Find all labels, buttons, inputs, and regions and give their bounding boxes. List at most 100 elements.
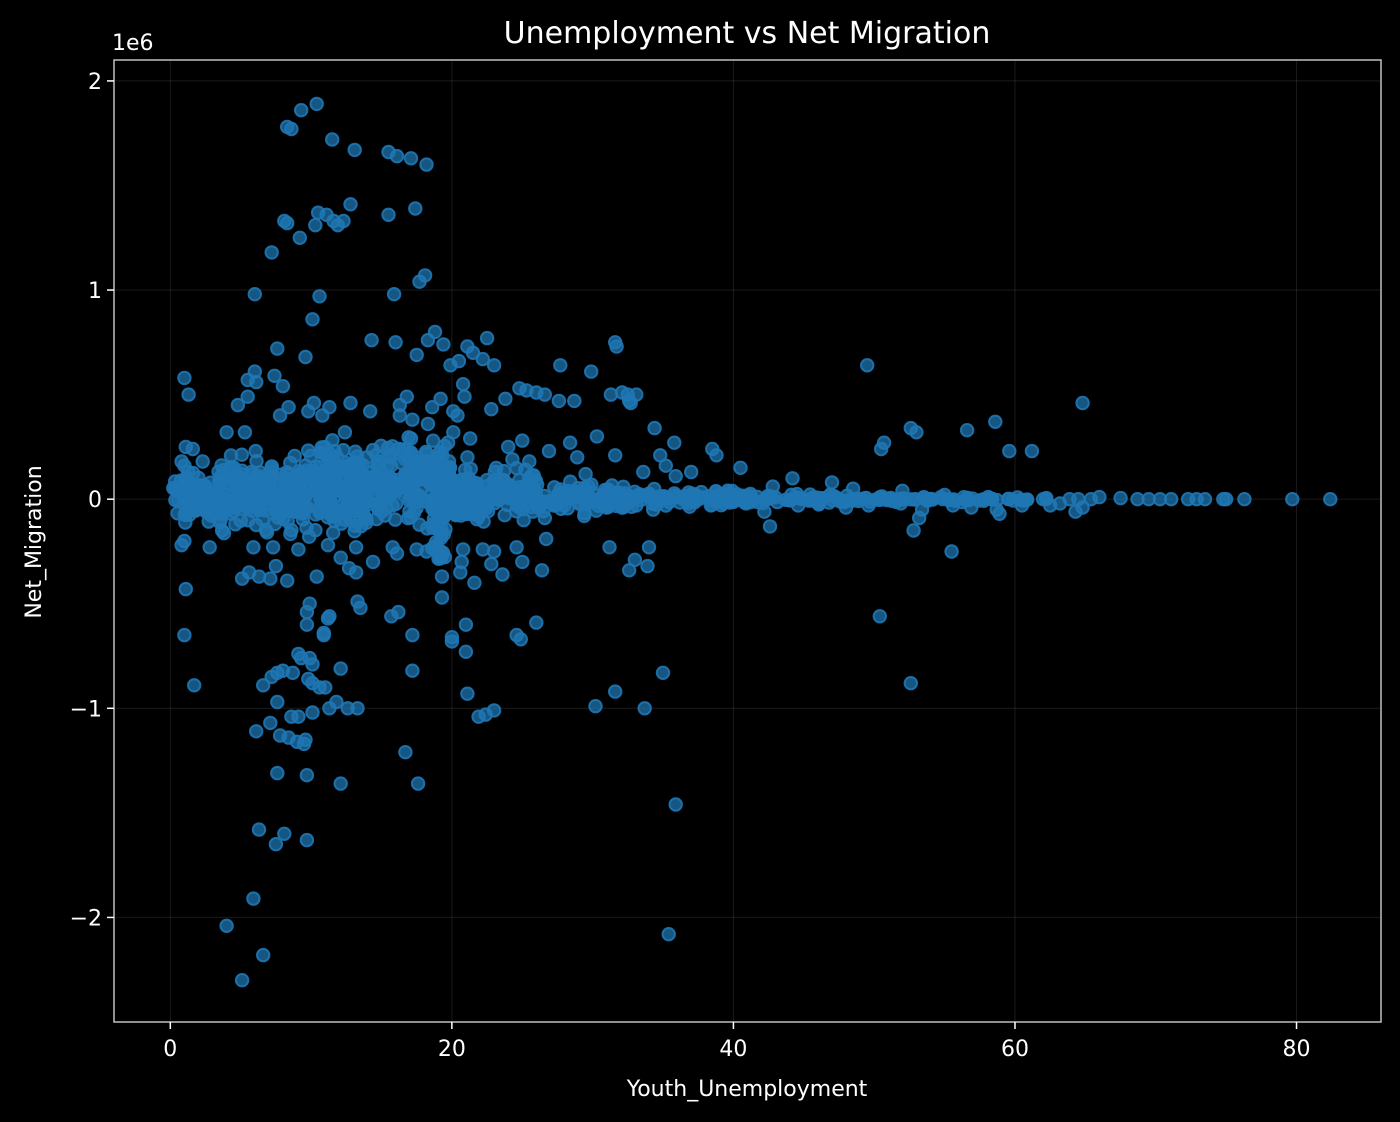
- data-point: [265, 540, 281, 555]
- x-tick-label: 80: [1283, 1037, 1311, 1062]
- data-point: [553, 482, 568, 497]
- data-point: [425, 501, 440, 516]
- data-point: [661, 927, 676, 942]
- data-point: [415, 457, 430, 472]
- data-point: [623, 395, 638, 411]
- data-point: [484, 556, 499, 572]
- data-point: [345, 458, 361, 474]
- data-point: [350, 701, 365, 716]
- data-point: [681, 496, 696, 511]
- data-point: [270, 694, 285, 710]
- data-point: [604, 478, 620, 493]
- data-point: [981, 489, 996, 505]
- data-point: [453, 565, 468, 580]
- data-point: [425, 400, 440, 415]
- x-tick-label: 20: [438, 1037, 466, 1062]
- data-point: [195, 454, 210, 469]
- data-point: [185, 441, 201, 457]
- data-point: [608, 448, 623, 463]
- data-point: [627, 552, 643, 567]
- data-point: [326, 525, 341, 540]
- axes-frame: [113, 59, 1382, 1023]
- data-point: [261, 489, 276, 504]
- data-point: [988, 414, 1003, 429]
- data-point: [450, 408, 465, 423]
- data-point: [280, 573, 295, 588]
- data-point: [486, 544, 502, 559]
- data-point: [174, 538, 189, 553]
- data-point: [733, 460, 748, 475]
- data-point: [256, 678, 271, 693]
- y-axis-label: Net_Migration: [22, 465, 47, 618]
- data-point: [409, 347, 424, 363]
- y-tick-label: 1: [88, 279, 102, 304]
- data-point: [177, 627, 192, 643]
- data-point: [434, 569, 450, 584]
- data-point: [339, 505, 354, 520]
- data-point: [315, 408, 330, 423]
- data-point: [472, 490, 487, 505]
- data-point: [703, 498, 719, 513]
- data-point: [460, 686, 475, 701]
- data-point: [467, 575, 482, 590]
- data-point: [270, 765, 285, 781]
- data-point: [240, 389, 255, 404]
- data-point: [944, 544, 959, 559]
- data-point: [465, 345, 481, 360]
- data-point: [318, 446, 334, 462]
- data-point: [316, 627, 331, 643]
- data-point: [647, 481, 662, 497]
- data-point: [874, 441, 889, 457]
- data-point: [460, 450, 475, 465]
- data-point: [202, 540, 217, 555]
- data-point: [292, 230, 307, 246]
- data-point: [336, 443, 351, 458]
- data-point: [861, 498, 876, 513]
- data-point: [365, 554, 381, 570]
- data-point: [409, 501, 424, 516]
- data-point: [216, 526, 232, 541]
- data-point: [305, 657, 320, 672]
- data-point: [457, 389, 472, 404]
- data-point: [860, 358, 875, 373]
- data-point: [419, 544, 434, 559]
- data-point: [513, 632, 528, 647]
- data-point: [256, 947, 271, 963]
- data-point: [403, 151, 419, 166]
- data-point: [964, 500, 979, 515]
- data-point: [658, 458, 673, 473]
- data-point: [312, 289, 327, 304]
- data-point: [264, 245, 279, 260]
- data-point: [937, 487, 952, 503]
- data-point: [264, 669, 279, 685]
- data-point: [294, 103, 309, 118]
- data-point: [446, 425, 461, 440]
- data-point: [333, 550, 348, 565]
- data-point: [388, 335, 403, 350]
- x-axis-label: Youth_Unemployment: [626, 1077, 868, 1102]
- data-points: [166, 96, 1338, 988]
- data-point: [571, 485, 587, 500]
- data-point: [567, 393, 582, 409]
- data-point: [599, 500, 614, 515]
- data-point: [444, 634, 460, 649]
- data-point: [247, 287, 263, 302]
- data-point: [299, 768, 315, 783]
- data-point: [959, 423, 975, 438]
- data-point: [181, 387, 196, 402]
- data-point: [824, 475, 840, 490]
- data-point: [246, 540, 261, 555]
- data-point: [738, 496, 754, 511]
- data-point: [187, 502, 203, 518]
- data-point: [389, 546, 405, 561]
- data-point: [1141, 492, 1156, 507]
- data-point: [501, 439, 516, 455]
- data-point: [534, 563, 550, 578]
- data-point: [667, 435, 682, 450]
- data-point: [1189, 492, 1204, 507]
- data-point: [298, 349, 313, 365]
- data-point: [1075, 395, 1090, 411]
- data-point: [906, 523, 921, 538]
